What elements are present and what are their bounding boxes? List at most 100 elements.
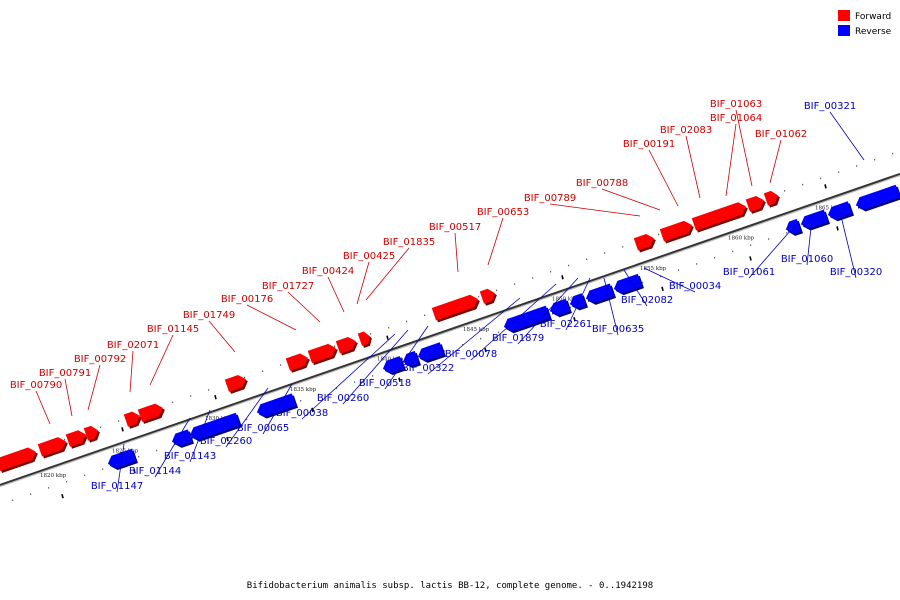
forward-leader-line [246, 304, 297, 331]
reverse-gene[interactable] [585, 283, 614, 303]
forward-leader-line [487, 217, 504, 266]
minor-tick [658, 233, 660, 236]
reverse-gene[interactable] [855, 184, 900, 210]
reverse-gene-label[interactable]: BIF_00320 [830, 267, 882, 278]
forward-leader-line [87, 364, 101, 411]
forward-gene-label[interactable]: BIF_00424 [302, 266, 354, 277]
forward-leader-line [149, 334, 174, 386]
forward-gene-label[interactable]: BIF_00791 [39, 368, 91, 379]
reverse-gene[interactable] [256, 393, 296, 417]
minor-tick [138, 456, 140, 458]
forward-gene[interactable] [745, 195, 764, 212]
reverse-gene-label[interactable]: BIF_00065 [237, 423, 289, 434]
forward-gene-label[interactable]: BIF_01749 [183, 310, 235, 321]
forward-gene-label[interactable]: BIF_00790 [10, 380, 62, 391]
reverse-gene-label[interactable]: BIF_00322 [402, 363, 454, 374]
forward-gene[interactable] [65, 430, 86, 447]
forward-gene-label[interactable]: BIF_00653 [477, 207, 529, 218]
reverse-gene-label[interactable]: BIF_00260 [317, 393, 369, 404]
forward-gene[interactable] [0, 447, 36, 471]
reverse-gene-label[interactable]: BIF_01061 [723, 267, 775, 278]
forward-leader-line [365, 247, 410, 301]
minor-tick [750, 244, 752, 247]
forward-gene-label[interactable]: BIF_01727 [262, 281, 314, 292]
forward-gene-label[interactable]: BIF_00789 [524, 193, 576, 204]
reverse-gene-label[interactable]: BIF_00078 [445, 349, 497, 360]
reverse-gene-label[interactable]: BIF_01879 [492, 333, 544, 344]
minor-tick [786, 232, 788, 234]
minor-tick [498, 331, 500, 334]
forward-gene-label[interactable]: BIF_02071 [107, 340, 159, 351]
forward-gene[interactable] [37, 437, 66, 457]
forward-gene[interactable] [763, 190, 778, 206]
forward-gene-label[interactable]: BIF_02083 [660, 125, 712, 136]
tick-label: 1860 kbp [728, 235, 755, 241]
reverse-gene-label[interactable]: BIF_00321 [804, 101, 856, 112]
forward-gene[interactable] [307, 343, 336, 364]
forward-gene[interactable] [83, 425, 98, 441]
minor-tick [892, 152, 894, 155]
forward-gene[interactable] [633, 233, 654, 251]
tick-label: 1865 kbp [815, 205, 842, 211]
minor-tick [246, 418, 248, 421]
forward-gene[interactable] [137, 403, 163, 422]
reverse-gene-label[interactable]: BIF_01143 [164, 451, 216, 462]
forward-gene-label[interactable]: BIF_01064 [710, 113, 762, 124]
forward-leader-line [327, 276, 345, 313]
reverse-leader-line [565, 277, 591, 331]
forward-gene-label[interactable]: BIF_00191 [623, 139, 675, 150]
tick-label: 1820 kbp [40, 473, 67, 479]
reverse-gene-label[interactable]: BIF_01060 [781, 254, 833, 265]
forward-leader-line [129, 350, 134, 393]
forward-gene[interactable] [479, 288, 495, 304]
forward-leader-line [648, 149, 679, 207]
reverse-gene[interactable] [800, 209, 828, 229]
reverse-gene-label[interactable]: BIF_00518 [359, 378, 411, 389]
forward-leader-line [769, 139, 782, 184]
forward-gene-label[interactable]: BIF_01835 [383, 237, 435, 248]
forward-gene[interactable] [357, 331, 370, 346]
minor-tick [586, 258, 588, 261]
forward-gene-label[interactable]: BIF_00788 [576, 178, 628, 189]
reverse-gene[interactable] [189, 412, 240, 440]
reverse-gene[interactable] [613, 273, 642, 294]
forward-gene[interactable] [691, 202, 746, 231]
minor-tick [100, 426, 102, 428]
minor-tick [874, 158, 876, 161]
reverse-gene-label[interactable]: BIF_02261 [540, 319, 592, 330]
minor-tick [388, 326, 390, 329]
minor-tick [462, 344, 464, 346]
reverse-gene-label[interactable]: BIF_02082 [621, 295, 673, 306]
forward-gene-label[interactable]: BIF_00176 [221, 294, 273, 305]
forward-gene[interactable] [285, 353, 308, 371]
reverse-gene-label[interactable]: BIF_02260 [200, 436, 252, 447]
reverse-gene[interactable] [171, 429, 192, 446]
reverse-leader-line [623, 269, 648, 307]
major-tick-lower [398, 377, 401, 382]
forward-gene[interactable] [123, 411, 140, 427]
reverse-gene-label[interactable]: BIF_00635 [592, 324, 644, 335]
reverse-gene[interactable] [417, 342, 444, 361]
reverse-gene-label[interactable]: BIF_00038 [276, 408, 328, 419]
major-tick-upper [121, 427, 124, 432]
reverse-gene[interactable] [569, 293, 586, 309]
forward-gene-label[interactable]: BIF_01062 [755, 129, 807, 140]
reverse-leader-line [154, 417, 191, 478]
forward-gene-label[interactable]: BIF_00517 [429, 222, 481, 233]
forward-gene-label[interactable]: BIF_00425 [343, 251, 395, 262]
reverse-gene[interactable] [503, 305, 550, 332]
reverse-gene-label[interactable]: BIF_01147 [91, 481, 143, 492]
reverse-gene[interactable] [827, 201, 852, 220]
legend-swatch [838, 25, 850, 36]
reverse-gene-label[interactable]: BIF_01144 [129, 466, 181, 477]
reverse-gene-label[interactable]: BIF_00034 [669, 281, 721, 292]
reverse-gene[interactable] [402, 350, 419, 367]
forward-leader-line [601, 188, 661, 211]
forward-gene[interactable] [335, 336, 356, 354]
forward-gene-label[interactable]: BIF_01063 [710, 99, 762, 110]
forward-gene-label[interactable]: BIF_01145 [147, 324, 199, 335]
forward-gene[interactable] [431, 294, 478, 321]
forward-gene[interactable] [659, 220, 692, 242]
forward-gene-label[interactable]: BIF_00792 [74, 354, 126, 365]
forward-gene[interactable] [224, 374, 246, 392]
